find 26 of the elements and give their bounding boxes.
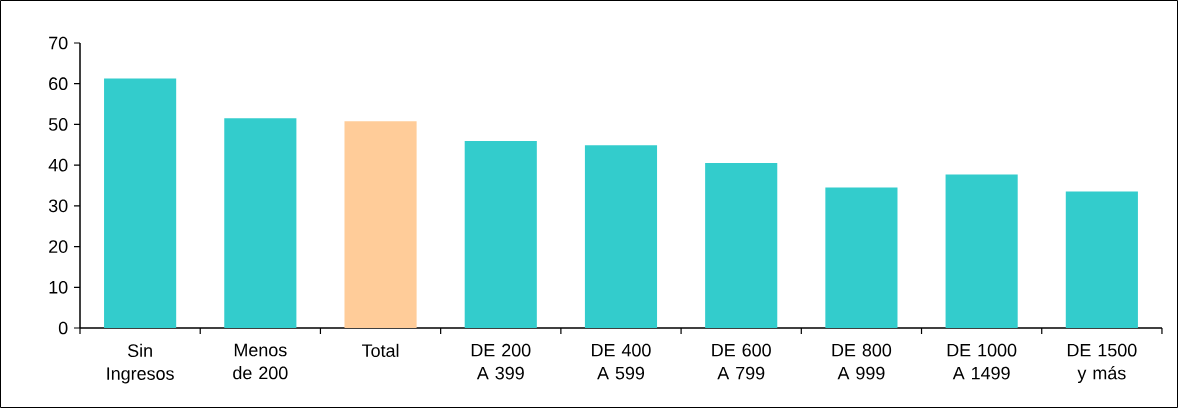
y-tick-label: 50 <box>48 118 68 131</box>
y-tick-label: 70 <box>49 36 68 50</box>
x-tick-label: Total <box>362 343 399 358</box>
bar <box>1065 191 1138 328</box>
x-tick-label: DE 600 A 799 <box>712 343 771 380</box>
bar <box>344 121 417 328</box>
y-tick-label: 10 <box>49 280 68 294</box>
y-tick-label: 40 <box>48 158 68 172</box>
bar <box>464 141 537 328</box>
bar <box>945 174 1018 328</box>
y-tick-label: 30 <box>48 199 68 213</box>
bar <box>104 78 177 328</box>
bar <box>584 145 658 328</box>
x-tick-label: DE 1500 y más <box>1067 343 1137 383</box>
y-tick-label: 60 <box>49 77 68 91</box>
bar <box>825 187 898 328</box>
x-tick-label: DE 200 A 399 <box>471 343 531 380</box>
x-tick-label: DE 800 A 999 <box>832 343 892 380</box>
x-tick-label: DE 400 A 599 <box>592 343 651 380</box>
x-tick-label: DE 1000 A 1499 <box>947 343 1017 380</box>
y-tick-label: 0 <box>58 321 68 335</box>
y-tick-label: 20 <box>49 240 68 253</box>
x-tick-label: Menos de 200 <box>233 343 288 380</box>
x-tick-label: Sin Ingresos <box>107 343 174 384</box>
bar <box>224 118 297 328</box>
bar <box>705 163 778 328</box>
